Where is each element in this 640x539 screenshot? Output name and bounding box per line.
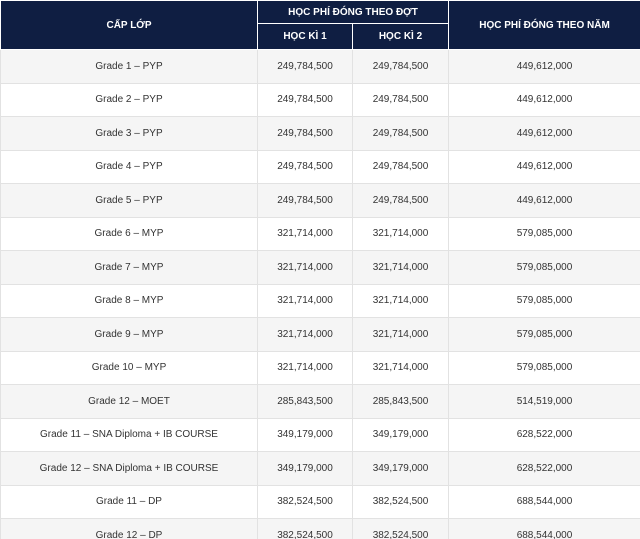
cell-term1: 321,714,000 [257,350,353,385]
cell-year: 579,085,000 [448,283,640,318]
cell-year: 688,544,000 [448,518,640,539]
cell-grade: Grade 12 – SNA Diploma + IB COURSE [0,451,258,486]
cell-term2: 382,524,500 [352,484,449,519]
cell-year: 579,085,000 [448,317,640,352]
cell-year: 579,085,000 [448,216,640,251]
cell-grade: Grade 11 – DP [0,484,258,519]
cell-term2: 321,714,000 [352,283,449,318]
header-grade: CẤP LỚP [0,0,258,50]
table-row: Grade 5 – PYP 249,784,500 249,784,500 449,6… [0,183,640,218]
cell-term1: 285,843,500 [257,384,353,419]
cell-term2: 285,843,500 [352,384,449,419]
cell-year: 449,612,000 [448,82,640,117]
cell-year: 628,522,000 [448,417,640,452]
cell-grade: Grade 6 – MYP [0,216,258,251]
header-term2: HỌC KÌ 2 [352,23,449,50]
cell-term2: 382,524,500 [352,518,449,539]
cell-year: 579,085,000 [448,250,640,285]
cell-term2: 321,714,000 [352,250,449,285]
cell-grade: Grade 3 – PYP [0,116,258,151]
cell-term1: 382,524,500 [257,518,353,539]
table-row: Grade 2 – PYP 249,784,500 249,784,500 449,6… [0,82,640,117]
table-row: Grade 7 – MYP 321,714,000 321,714,000 579,0… [0,250,640,285]
table-row: Grade 12 – DP 382,524,500 382,524,500 688,5… [0,518,640,539]
table-row: Grade 1 – PYP 249,784,500 249,784,500 449,6… [0,49,640,84]
cell-grade: Grade 11 – SNA Diploma + IB COURSE [0,417,258,452]
cell-term2: 349,179,000 [352,451,449,486]
cell-term1: 249,784,500 [257,49,353,84]
cell-grade: Grade 8 – MYP [0,283,258,318]
cell-year: 449,612,000 [448,149,640,184]
cell-year: 449,612,000 [448,49,640,84]
table-row: Grade 11 – DP 382,524,500 382,524,500 688,5… [0,484,640,519]
header-per-term: HỌC PHÍ ĐÓNG THEO ĐỢT [257,0,449,24]
cell-term2: 321,714,000 [352,216,449,251]
cell-year: 449,612,000 [448,183,640,218]
cell-year: 449,612,000 [448,116,640,151]
cell-grade: Grade 12 – MOET [0,384,258,419]
header-per-year: HỌC PHÍ ĐÓNG THEO NĂM [448,0,640,50]
cell-term2: 249,784,500 [352,82,449,117]
cell-term2: 249,784,500 [352,149,449,184]
table-row: Grade 6 – MYP 321,714,000 321,714,000 579,0… [0,216,640,251]
cell-grade: Grade 7 – MYP [0,250,258,285]
cell-term1: 349,179,000 [257,451,353,486]
cell-term1: 249,784,500 [257,82,353,117]
cell-term1: 321,714,000 [257,283,353,318]
cell-term1: 349,179,000 [257,417,353,452]
cell-year: 688,544,000 [448,484,640,519]
header-term1: HỌC KÌ 1 [257,23,353,50]
cell-term1: 321,714,000 [257,250,353,285]
table-row: Grade 9 – MYP 321,714,000 321,714,000 579,0… [0,317,640,352]
cell-grade: Grade 9 – MYP [0,317,258,352]
cell-term1: 249,784,500 [257,149,353,184]
cell-term2: 349,179,000 [352,417,449,452]
table-row: Grade 3 – PYP 249,784,500 249,784,500 449,6… [0,116,640,151]
cell-term1: 249,784,500 [257,183,353,218]
cell-grade: Grade 12 – DP [0,518,258,539]
cell-grade: Grade 1 – PYP [0,49,258,84]
table-row: Grade 11 – SNA Diploma + IB COURSE 349,17… [0,417,640,452]
cell-year: 579,085,000 [448,350,640,385]
cell-grade: Grade 5 – PYP [0,183,258,218]
cell-term1: 321,714,000 [257,317,353,352]
cell-grade: Grade 2 – PYP [0,82,258,117]
cell-grade: Grade 10 – MYP [0,350,258,385]
table-row: Grade 8 – MYP 321,714,000 321,714,000 579,0… [0,283,640,318]
cell-year: 514,519,000 [448,384,640,419]
cell-term2: 249,784,500 [352,49,449,84]
cell-grade: Grade 4 – PYP [0,149,258,184]
table-header: CẤP LỚP HỌC PHÍ ĐÓNG THEO ĐỢT HỌC PHÍ ĐÓ… [0,0,640,50]
cell-year: 628,522,000 [448,451,640,486]
table-row: Grade 12 – MOET 285,843,500 285,843,500 514… [0,384,640,419]
cell-term2: 321,714,000 [352,350,449,385]
cell-term1: 382,524,500 [257,484,353,519]
table-row: Grade 10 – MYP 321,714,000 321,714,000 579,… [0,350,640,385]
cell-term1: 321,714,000 [257,216,353,251]
cell-term1: 249,784,500 [257,116,353,151]
cell-term2: 249,784,500 [352,116,449,151]
table-row: Grade 12 – SNA Diploma + IB COURSE 349,17… [0,451,640,486]
table-body: Grade 1 – PYP 249,784,500 249,784,500 449,6… [0,49,640,539]
cell-term2: 249,784,500 [352,183,449,218]
cell-term2: 321,714,000 [352,317,449,352]
table-row: Grade 4 – PYP 249,784,500 249,784,500 449,6… [0,149,640,184]
